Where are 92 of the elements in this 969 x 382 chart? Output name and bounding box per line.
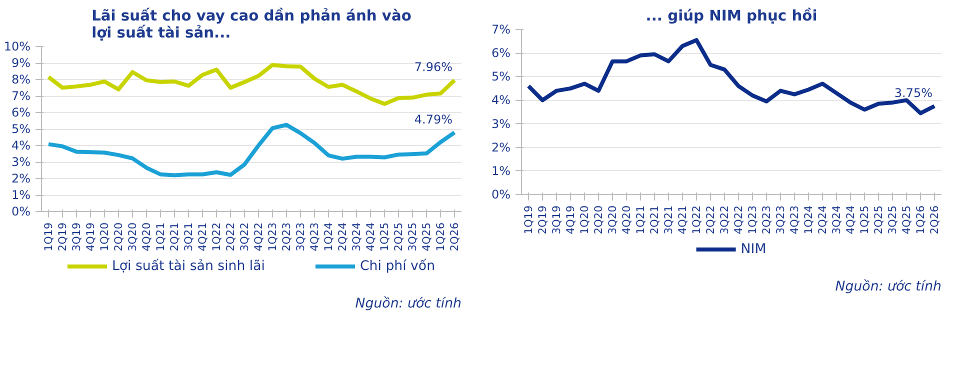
y-tick-label: 7% xyxy=(491,22,511,36)
x-tick-label: 4Q21 xyxy=(196,222,209,252)
x-tick-label: 3Q19 xyxy=(70,222,83,252)
x-tick-label: 1Q20 xyxy=(578,205,591,234)
x-tick-label: 3Q20 xyxy=(606,205,619,234)
y-tick-label: 0% xyxy=(11,204,31,218)
x-tick-label: 2Q22 xyxy=(704,205,717,234)
x-tick-label: 2Q20 xyxy=(592,205,605,234)
x-tick-label: 3Q25 xyxy=(406,222,419,252)
y-tick-label: 6% xyxy=(11,106,31,120)
x-tick-label: 1Q26 xyxy=(914,205,927,234)
y-tick-label: 4% xyxy=(491,93,511,108)
x-tick-label: 2Q20 xyxy=(112,222,125,252)
y-tick-label: 4% xyxy=(11,138,31,152)
data-label: 3.75% xyxy=(894,86,933,100)
y-tick-label: 3% xyxy=(11,155,31,169)
x-tick-label: 4Q22 xyxy=(732,205,745,234)
x-tick-label: 3Q22 xyxy=(718,205,731,234)
x-tick-label: 1Q26 xyxy=(434,222,447,252)
y-tick-label: 2% xyxy=(491,140,511,154)
x-tick-label: 1Q22 xyxy=(210,222,223,252)
x-tick-label: 2Q25 xyxy=(872,205,885,234)
y-tick-label: 8% xyxy=(11,72,31,86)
x-tick-label: 4Q24 xyxy=(364,222,377,252)
x-tick-label: 4Q21 xyxy=(676,205,689,234)
line-series xyxy=(46,62,456,106)
x-tick-label: 4Q23 xyxy=(308,222,321,252)
x-tick-label: 2Q24 xyxy=(816,205,829,234)
x-tick-label: 2Q26 xyxy=(928,205,941,234)
x-tick-label: 3Q25 xyxy=(886,205,899,234)
x-tick-label: 3Q23 xyxy=(294,222,307,252)
x-tick-label: 2Q24 xyxy=(336,222,349,252)
x-tick-label: 4Q20 xyxy=(140,222,153,252)
y-tick-label: 5% xyxy=(11,122,31,136)
x-tick-label: 1Q23 xyxy=(266,222,279,252)
x-tick-label: 3Q23 xyxy=(774,205,787,234)
text: Nguồn: ước tính xyxy=(355,295,462,312)
x-tick-label: 2Q25 xyxy=(392,222,405,252)
y-tick-label: 0% xyxy=(491,188,511,202)
legend-label: NIM xyxy=(740,242,766,256)
x-tick-label: 3Q22 xyxy=(238,222,251,252)
x-tick-label: 2Q21 xyxy=(168,222,181,252)
x-tick-label: 2Q23 xyxy=(280,222,293,252)
x-tick-label: 2Q19 xyxy=(536,205,549,234)
data-label: 4.79% xyxy=(414,112,453,126)
x-tick-label: 2Q19 xyxy=(56,222,69,252)
x-tick-label: 3Q21 xyxy=(182,222,195,252)
x-tick-label: 4Q25 xyxy=(420,222,433,252)
x-tick-label: 3Q20 xyxy=(126,222,139,252)
x-tick-label: 4Q19 xyxy=(564,205,577,234)
y-tick-label: 1% xyxy=(11,188,31,202)
y-tick-label: 7% xyxy=(11,89,31,103)
y-tick-label: 10% xyxy=(4,40,30,54)
x-tick-label: 3Q24 xyxy=(830,205,843,234)
y-tick-label: 5% xyxy=(491,70,511,84)
x-tick-label: 4Q24 xyxy=(844,205,857,234)
x-tick-label: 3Q19 xyxy=(550,205,563,234)
x-tick-label: 4Q22 xyxy=(252,222,265,252)
x-tick-label: 4Q23 xyxy=(788,205,801,234)
x-tick-label: 2Q26 xyxy=(448,222,461,252)
x-tick-label: 1Q19 xyxy=(42,222,55,252)
x-tick-label: 2Q22 xyxy=(224,222,237,252)
y-tick-label: 9% xyxy=(11,56,31,70)
data-label: 7.96% xyxy=(414,60,453,74)
x-tick-label: 1Q25 xyxy=(858,205,871,234)
y-tick-label: 2% xyxy=(11,172,31,186)
x-tick-label: 1Q25 xyxy=(378,222,391,252)
y-tick-label: 3% xyxy=(491,116,511,131)
x-tick-label: 1Q24 xyxy=(802,205,815,234)
x-tick-label: 4Q25 xyxy=(900,205,913,234)
chart-title: Lãi suất cho vay cao dần phản ánh vào lợi suất tài sản... xyxy=(92,8,412,42)
y-tick-label: 6% xyxy=(491,46,511,60)
line-series xyxy=(526,38,936,116)
x-tick-label: 1Q20 xyxy=(98,222,111,252)
text: Nguồn: ước tính xyxy=(835,278,942,294)
x-tick-label: 1Q21 xyxy=(154,222,167,252)
x-tick-label: 1Q21 xyxy=(634,205,647,234)
legend-label: Chi phí vốn xyxy=(360,258,436,274)
x-tick-label: 1Q19 xyxy=(522,205,535,234)
line-series xyxy=(46,122,456,178)
x-tick-label: 3Q21 xyxy=(662,205,675,234)
x-tick-label: 4Q19 xyxy=(84,222,97,252)
x-tick-label: 1Q23 xyxy=(746,205,759,234)
x-tick-label: 2Q23 xyxy=(760,205,773,234)
x-tick-label: 1Q24 xyxy=(322,222,335,252)
x-tick-label: 2Q21 xyxy=(648,205,661,234)
x-tick-label: 4Q20 xyxy=(620,205,633,234)
legend-label: Lợi suất tài sản sinh lãi xyxy=(112,258,265,274)
x-tick-label: 1Q22 xyxy=(690,205,703,234)
y-tick-label: 1% xyxy=(491,164,511,178)
chart-title: ... giúp NIM phục hồi xyxy=(646,8,818,24)
x-tick-label: 3Q24 xyxy=(350,222,363,252)
